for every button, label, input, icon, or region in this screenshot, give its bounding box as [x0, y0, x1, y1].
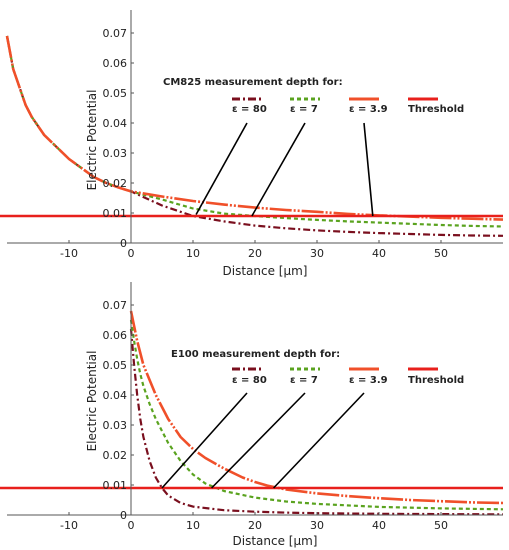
y-tick-label: 0.05: [103, 87, 128, 100]
legend: ε = 80 ε = 7 ε = 3.9 Threshold: [232, 367, 464, 386]
legend-label-eps7: ε = 7: [290, 375, 318, 386]
x-tick-label: 10: [186, 519, 200, 532]
measurement-pointer-0: [161, 392, 248, 489]
y-tick-label: 0.07: [103, 299, 128, 312]
x-tick-label: 10: [186, 247, 200, 260]
y-tick-label: 0.04: [103, 389, 128, 402]
chart-cm825: 0 0.01 0.02 0.03 0.04 0.05 0.06 0.07 -10 0 10 20 30 4…: [0, 10, 504, 278]
legend: ε = 80 ε = 7 ε = 3.9 Threshold: [232, 97, 464, 115]
x-tick-label: 20: [248, 519, 262, 532]
axes-layer-1: 0 0.01 0.02 0.03 0.04 0.05 0.06 0.07 -10 0 10 20 30 4…: [7, 282, 503, 532]
x-tick-label: 30: [310, 247, 324, 260]
pointer-layer-1: [161, 392, 365, 489]
y-tick-label: 0.03: [103, 419, 128, 432]
x-tick-label: 20: [248, 247, 262, 260]
series-line-0: [129, 328, 504, 516]
y-tick-label: 0: [120, 509, 127, 522]
chart-e100: 0 0.01 0.02 0.03 0.04 0.05 0.06 0.07 -10 0 10 20 30 4…: [0, 282, 504, 548]
measurement-pointer-2: [363, 122, 374, 217]
measurement-pointer-2: [273, 392, 365, 489]
x-axis-label: Distance [µm]: [233, 534, 318, 548]
x-tick-label: 50: [434, 519, 448, 532]
series-line-2: [129, 310, 504, 505]
measurement-pointer-1: [211, 392, 306, 489]
x-tick-label: 40: [372, 247, 386, 260]
y-tick-label: 0.03: [103, 147, 128, 160]
legend-label-eps7: ε = 7: [290, 104, 318, 115]
legend-label-eps80: ε = 80: [232, 104, 267, 115]
series-layer-0: [5, 35, 504, 237]
legend-title: E100 measurement depth for:: [171, 349, 340, 360]
y-tick-label: 0.02: [103, 449, 128, 462]
x-tick-label: 50: [434, 247, 448, 260]
legend-label-eps39: ε = 3.9: [349, 375, 388, 386]
y-tick-label: 0.02: [103, 177, 128, 190]
y-tick-label: 0.01: [103, 207, 128, 220]
x-tick-label: 0: [128, 247, 135, 260]
legend-label-threshold: Threshold: [408, 375, 464, 386]
x-tick-label: 30: [310, 519, 324, 532]
y-axis-label: Electric Potential: [85, 90, 99, 191]
x-tick-label: -10: [60, 247, 78, 260]
y-tick-label: 0.07: [103, 27, 128, 40]
y-tick-label: 0.05: [103, 359, 128, 372]
y-tick-label: 0.06: [103, 329, 128, 342]
legend-label-eps80: ε = 80: [232, 375, 267, 386]
y-tick-label: 0: [120, 237, 127, 250]
y-tick-label: 0.01: [103, 479, 128, 492]
y-tick-label: 0.04: [103, 117, 128, 130]
axes-layer-0: 0 0.01 0.02 0.03 0.04 0.05 0.06 0.07 -10 0 10 20 30 4…: [7, 10, 503, 260]
series-line-1: [5, 35, 504, 228]
series-layer-1: [129, 310, 504, 516]
y-tick-label: 0.06: [103, 57, 128, 70]
legend-title: CM825 measurement depth for:: [163, 77, 343, 88]
x-axis-label: Distance [µm]: [223, 264, 308, 278]
legend-label-threshold: Threshold: [408, 104, 464, 115]
y-axis-label: Electric Potential: [85, 351, 99, 452]
x-tick-label: 0: [128, 519, 135, 532]
pointer-layer-0: [195, 122, 374, 217]
series-line-2: [5, 35, 504, 221]
measurement-pointer-1: [251, 122, 306, 217]
series-line-0: [5, 35, 504, 237]
x-tick-label: -10: [60, 519, 78, 532]
legend-label-eps39: ε = 3.9: [349, 104, 388, 115]
measurement-pointer-0: [195, 122, 248, 215]
x-tick-label: 40: [372, 519, 386, 532]
